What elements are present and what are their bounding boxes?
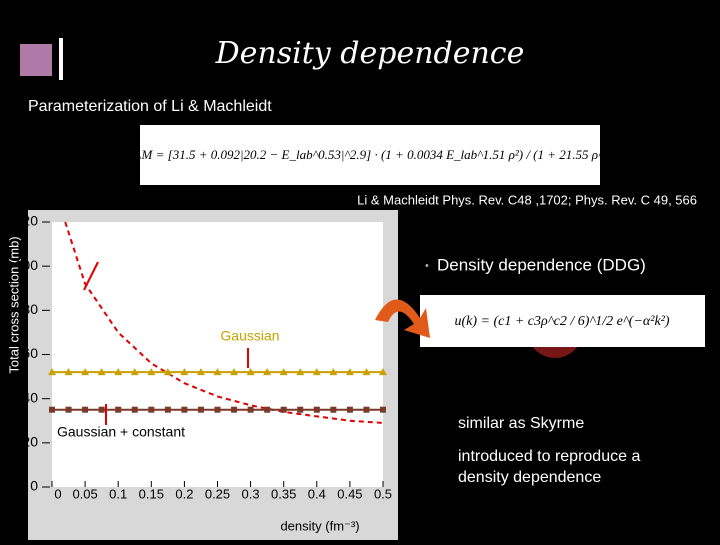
x-tick-label: 0.45 xyxy=(337,486,362,501)
marker xyxy=(380,406,386,413)
marker xyxy=(247,406,254,413)
marker xyxy=(231,406,238,413)
y-tick-label: 120 xyxy=(15,213,39,229)
marker xyxy=(181,406,188,413)
marker xyxy=(246,368,255,376)
formula: u(k) = (c1 + c3ρ^c2 / 6)^1/2 e^(−α²k²) xyxy=(454,314,669,329)
annotation: Li & Machleidt parameterization xyxy=(85,229,189,264)
marker xyxy=(97,368,106,376)
chart: 0 20 40 60 80 100 120 0 0.05 0.1 0.15 0.2 0.25 0.3 0.3… xyxy=(15,213,392,502)
citation: Li & Machleidt Phys. Rev. C48 ,1702; Phy… xyxy=(357,192,697,207)
marker xyxy=(296,368,305,376)
marker xyxy=(130,368,139,376)
marker xyxy=(213,368,222,376)
marker xyxy=(197,406,204,413)
marker xyxy=(114,368,123,376)
bullet-dot: • xyxy=(425,260,429,272)
x-tick-label: 0.1 xyxy=(109,486,127,501)
marker xyxy=(49,406,55,413)
marker xyxy=(264,406,271,413)
marker xyxy=(230,368,239,376)
arrow xyxy=(83,261,99,291)
x-tick-label: 0.05 xyxy=(72,486,97,501)
marker xyxy=(196,368,205,376)
marker xyxy=(280,406,287,413)
marker xyxy=(263,368,272,376)
note: introduced to reproduce a density depend… xyxy=(458,448,645,486)
marker xyxy=(214,406,221,413)
marker xyxy=(148,406,155,413)
marker xyxy=(363,406,370,413)
marker xyxy=(131,406,138,413)
formula-box xyxy=(140,125,600,185)
slide-title: Density dependence xyxy=(215,36,525,71)
y-tick-label: 20 xyxy=(22,434,38,450)
y-tick-label: 60 xyxy=(22,345,38,361)
y-tick-label: 100 xyxy=(15,257,39,273)
marker xyxy=(279,368,288,376)
x-tick-label: 0 xyxy=(54,486,61,501)
y-axis-label: Total cross section (mb) xyxy=(6,236,21,373)
note-line: density dependence xyxy=(458,469,601,486)
annotation-line: Li & Machleidt xyxy=(85,229,173,245)
y-tick-label: 0 xyxy=(30,478,38,494)
subtitle: Parameterization of Li & Machleidt xyxy=(28,98,272,115)
marker xyxy=(329,368,338,376)
marker xyxy=(330,406,337,413)
x-tick-label: 0.5 xyxy=(374,486,392,501)
marker xyxy=(180,368,189,376)
annotation: Gaussian + constant xyxy=(57,424,185,440)
marker xyxy=(313,406,320,413)
marker xyxy=(65,406,72,413)
marker xyxy=(64,368,73,376)
marker xyxy=(379,368,387,376)
x-tick-label: 0.35 xyxy=(271,486,296,501)
x-tick-label: 0.2 xyxy=(175,486,193,501)
marker xyxy=(48,368,56,376)
formula: σnp^LM = [31.5 + 0.092|20.2 − E_lab^0.53… xyxy=(109,147,630,162)
x-tick-label: 0.4 xyxy=(308,486,326,501)
marker xyxy=(98,406,105,413)
marker xyxy=(82,406,89,413)
plot-area xyxy=(52,222,383,487)
x-axis-label: density (fm⁻³) xyxy=(280,518,359,533)
marker xyxy=(115,406,122,413)
logo-bar xyxy=(59,38,63,80)
series-line xyxy=(64,221,384,424)
x-tick-label: 0.15 xyxy=(139,486,164,501)
y-tick-label: 40 xyxy=(22,389,38,405)
bullet: Density dependence (DDG) xyxy=(437,255,646,274)
y-tick-label: 80 xyxy=(22,301,38,317)
annotation: Gaussian xyxy=(220,328,279,344)
annotation-line: parameterization xyxy=(85,248,189,264)
x-tick-label: 0.3 xyxy=(242,486,260,501)
marker xyxy=(163,368,172,376)
marker xyxy=(345,368,354,376)
marker xyxy=(147,368,156,376)
note-line: introduced to reproduce a xyxy=(458,448,640,465)
marker xyxy=(312,368,321,376)
formula-box xyxy=(420,295,705,347)
marker xyxy=(362,368,371,376)
marker xyxy=(164,406,171,413)
curved-arrow xyxy=(375,299,430,338)
marker xyxy=(81,368,90,376)
logo xyxy=(20,44,52,76)
note: similar as Skyrme xyxy=(458,415,584,432)
x-tick-label: 0.25 xyxy=(205,486,230,501)
marker xyxy=(346,406,353,413)
marker xyxy=(297,406,304,413)
